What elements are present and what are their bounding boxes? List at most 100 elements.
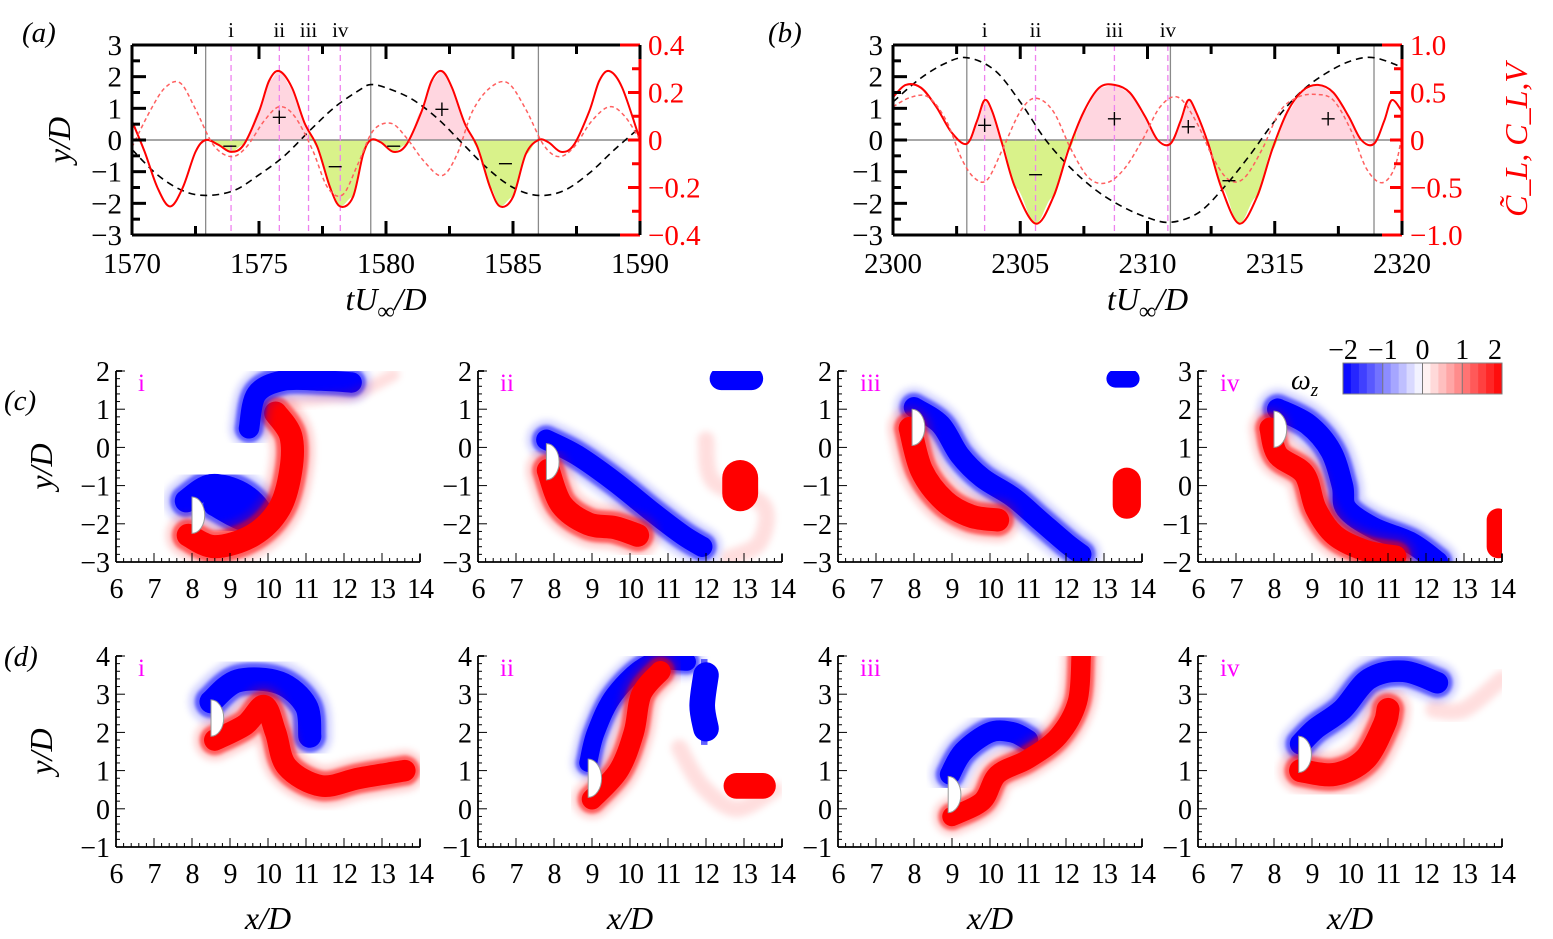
cylinder-body: [545, 443, 560, 481]
negative-vorticity-core: [689, 662, 719, 742]
y-axis-label: y/D: [23, 443, 59, 492]
y-axis-label: y/D: [23, 728, 59, 777]
x-tick-label: 12: [1053, 574, 1079, 605]
x-tick-label: 9: [224, 859, 237, 890]
snapshot-tag: iv: [1220, 370, 1240, 397]
colorbar-level: [1390, 363, 1400, 394]
sign-label: −: [1221, 166, 1237, 197]
x-tick-label: 11: [656, 859, 681, 890]
x-tick-label: 13: [369, 574, 395, 605]
x-tick-label: 11: [294, 574, 319, 605]
y-tick-label: −3: [91, 220, 122, 252]
x-tick-label: 1570: [103, 248, 161, 280]
x-tick-label: 13: [369, 859, 395, 890]
series-cl: [893, 83, 1402, 225]
x-tick-label: 13: [1091, 859, 1117, 890]
x-tick-label: 7: [510, 859, 524, 890]
series-clv: [132, 80, 640, 197]
contour-field: [188, 656, 420, 807]
y-tick-label: 4: [1178, 642, 1192, 673]
snapshot-marker-label: iii: [1106, 18, 1124, 42]
x-tick-label: 8: [908, 574, 921, 605]
y-tick-label: 2: [1178, 718, 1192, 749]
x-tick-label: 9: [946, 859, 959, 890]
x-tick-label: 13: [731, 859, 757, 890]
chart-b: i ii iii iv+−+ +−+−3−2−10123−1.0−0.500.51.02…: [852, 18, 1534, 325]
x-tick-label: 8: [908, 859, 921, 890]
y-tick-label: 0: [458, 795, 472, 826]
colorbar-level: [1343, 363, 1352, 394]
contour-field: [1278, 656, 1502, 798]
x-tick-label: 6: [1192, 574, 1206, 605]
x-tick-label: 9: [224, 574, 237, 605]
negative-vorticity-core: [1289, 660, 1449, 755]
y-tick-label: 0: [1178, 795, 1192, 826]
series-yd: [893, 56, 1402, 224]
x-tick-label: 9: [586, 859, 599, 890]
x-axis-label: x/D: [244, 900, 291, 936]
x-tick-label: 2300: [864, 248, 922, 280]
x-tick-label: 7: [510, 574, 524, 605]
negative-vorticity-core: [536, 429, 713, 557]
colorbar-level: [1350, 363, 1360, 394]
x-tick-label: 10: [617, 574, 643, 605]
x-tick-label: 7: [870, 574, 884, 605]
colorbar-tick-label: 0: [1416, 335, 1430, 366]
y-tick-label: −1: [442, 472, 472, 503]
y-tick-label: 0: [818, 795, 832, 826]
panel-label-b: (b): [768, 17, 802, 49]
y-right-tick-label: −1.0: [1410, 220, 1463, 252]
contour-field: [164, 371, 400, 562]
snapshot-marker-label: i: [982, 18, 988, 42]
y-tick-label: 3: [96, 680, 110, 711]
x-tick-label: 7: [148, 574, 162, 605]
series-cl: [132, 69, 640, 208]
y-tick-label: 2: [108, 62, 123, 94]
positive-vorticity-core: [176, 401, 305, 559]
colorbar-level: [1438, 363, 1447, 394]
y-tick-label: −1: [80, 472, 110, 503]
fill-region-positive: [966, 100, 1002, 144]
x-tick-label: 6: [110, 574, 124, 605]
y-tick-label: 3: [869, 30, 884, 62]
y-tick-label: 0: [869, 125, 884, 157]
negative-vorticity-core: [939, 720, 1039, 785]
x-tick-label: 11: [294, 859, 319, 890]
y-tick-label: 2: [818, 357, 832, 388]
y-right-tick-label: −0.5: [1410, 173, 1463, 205]
x-tick-label: 14: [1489, 574, 1516, 605]
x-tick-label: 11: [1376, 859, 1401, 890]
colorbar-level: [1446, 363, 1455, 394]
x-tick-label: 7: [148, 859, 162, 890]
y-tick-label: 1: [869, 93, 884, 125]
cylinder-body: [911, 408, 926, 446]
colorbar-level: [1478, 363, 1487, 394]
cylinder-body: [210, 699, 225, 737]
colorbar-level: [1486, 363, 1495, 394]
y-tick-label: 1: [1178, 433, 1192, 464]
sign-label: +: [1320, 104, 1336, 135]
colorbar-level: [1398, 363, 1408, 394]
y-tick-label: −3: [852, 220, 883, 252]
panel-label-c: (c): [4, 385, 36, 417]
x-tick-label: 6: [832, 859, 846, 890]
panel-label-a: (a): [22, 17, 56, 49]
positive-vorticity-contour: [671, 739, 782, 818]
snapshot-tag: i: [138, 370, 145, 397]
x-tick-label: 9: [586, 574, 599, 605]
snapshot-marker-label: iv: [332, 18, 349, 42]
contour-field: [887, 371, 1142, 562]
sign-label: +: [434, 95, 450, 126]
cylinder-body: [1298, 735, 1312, 774]
positive-vorticity-core: [942, 656, 1091, 827]
sign-label: −: [327, 152, 343, 183]
series-yd: [132, 83, 640, 197]
y-tick-label: 4: [96, 642, 110, 673]
y-tick-label: 2: [869, 62, 884, 94]
x-tick-label: 8: [186, 859, 199, 890]
positive-vorticity-contour: [1425, 670, 1502, 721]
